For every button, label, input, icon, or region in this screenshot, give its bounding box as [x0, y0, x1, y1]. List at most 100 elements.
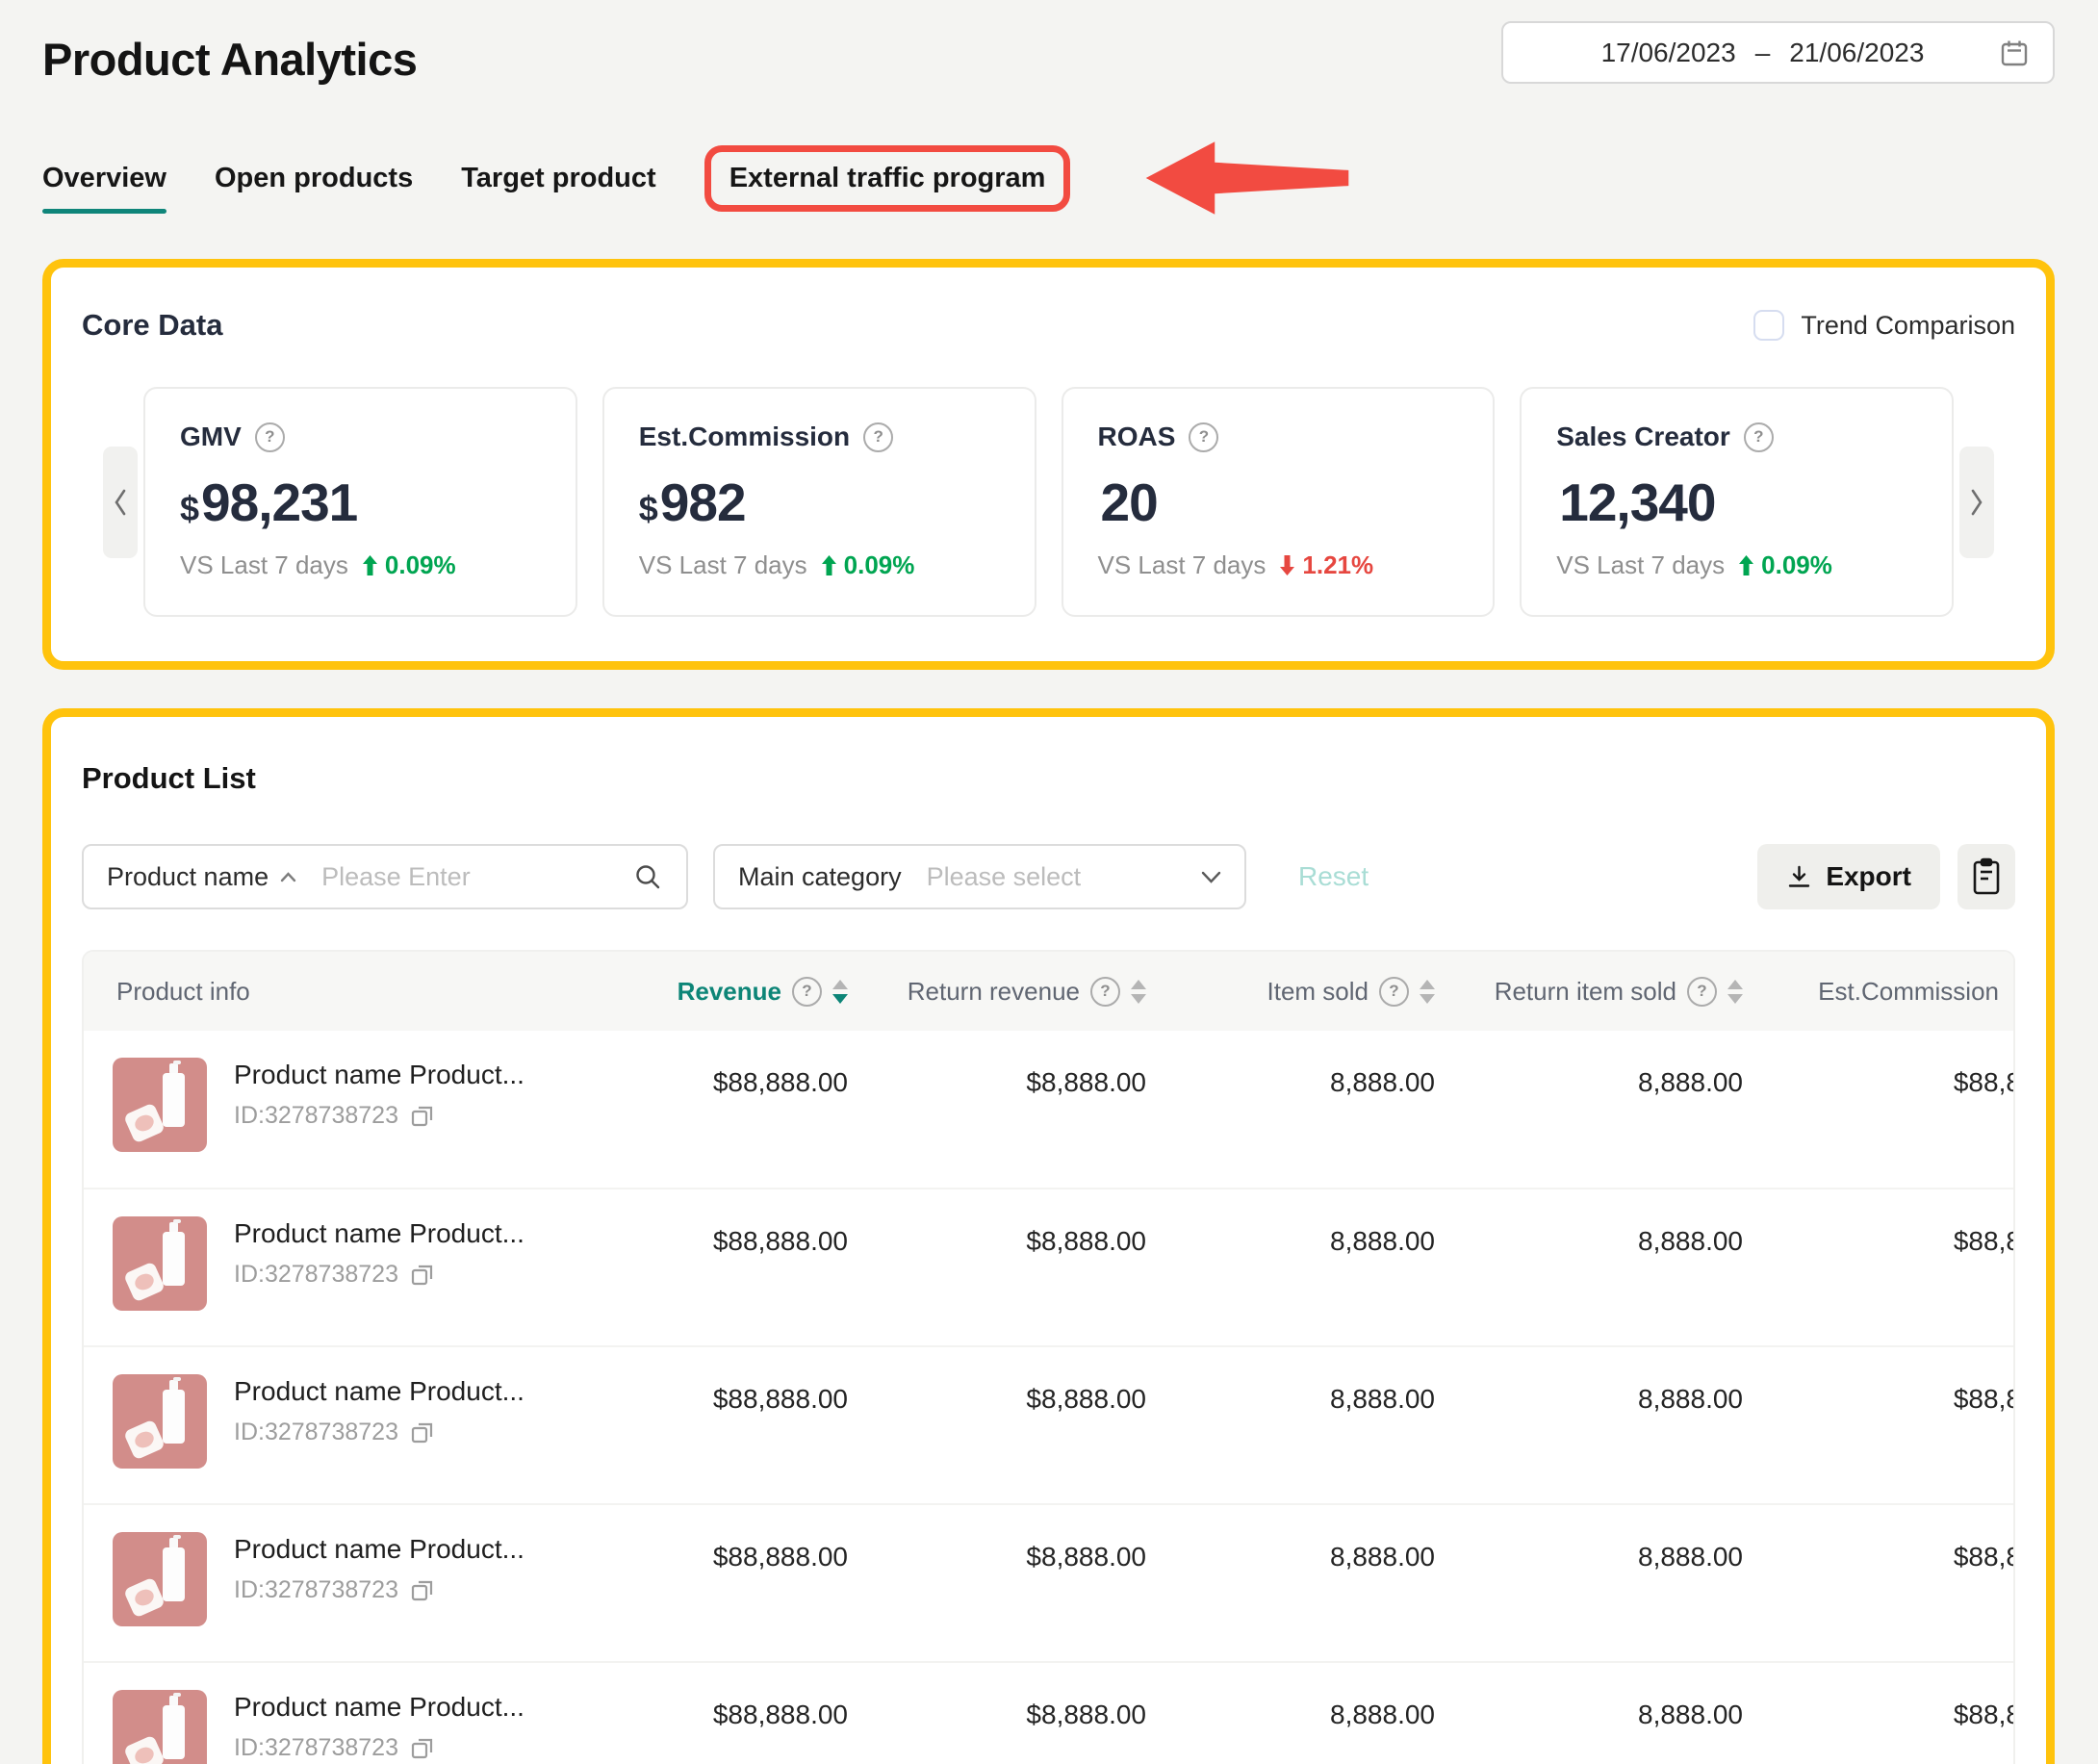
main-category-select[interactable]: Main category Please select — [713, 844, 1246, 909]
help-icon[interactable]: ? — [1090, 976, 1120, 1007]
product-id: ID:3278738723 — [234, 1102, 398, 1129]
product-thumbnail[interactable] — [113, 1532, 207, 1626]
help-icon[interactable]: ? — [1743, 422, 1774, 452]
return-item-sold-cell: 8,888.00 — [1638, 1700, 1743, 1729]
product-id: ID:3278738723 — [234, 1734, 398, 1761]
return-item-sold-cell: 8,888.00 — [1638, 1226, 1743, 1256]
compare-label: VS Last 7 days — [1097, 550, 1266, 579]
sort-toggle[interactable] — [1727, 979, 1743, 1004]
clipboard-button[interactable] — [1957, 844, 2015, 909]
product-table: Product info Revenue ? Return revenue — [82, 950, 2015, 1764]
product-thumbnail[interactable] — [113, 1058, 207, 1152]
return-revenue-cell: $8,888.00 — [1026, 1226, 1146, 1256]
core-data-title: Core Data — [82, 308, 223, 342]
copy-icon[interactable] — [410, 1578, 435, 1603]
help-icon[interactable]: ? — [1189, 422, 1219, 452]
product-name[interactable]: Product name Product... — [234, 1534, 524, 1564]
item-sold-cell: 8,888.00 — [1330, 1542, 1435, 1572]
compare-label: VS Last 7 days — [180, 550, 348, 579]
help-icon[interactable]: ? — [792, 976, 822, 1007]
sort-toggle[interactable] — [1131, 979, 1146, 1004]
chevron-down-icon — [1201, 871, 1221, 883]
product-list-title: Product List — [82, 761, 256, 795]
est-commission-cell: $88,888.00 — [1953, 1384, 2015, 1414]
up-arrow-icon — [1739, 555, 1754, 575]
column-revenue: Revenue ? — [584, 952, 873, 1031]
clipboard-icon — [1973, 857, 2000, 895]
carousel-prev-button[interactable] — [103, 446, 138, 558]
revenue-cell: $88,888.00 — [712, 1542, 848, 1572]
core-data-panel: Core Data Trend Comparison GMV ? $98,231 — [42, 259, 2055, 670]
calendar-icon[interactable] — [1999, 38, 2030, 68]
product-id: ID:3278738723 — [234, 1576, 398, 1603]
copy-icon[interactable] — [410, 1420, 435, 1445]
tab-external-traffic-program[interactable]: External traffic program — [729, 162, 1046, 193]
category-placeholder: Please select — [926, 861, 1082, 891]
product-name[interactable]: Product name Product... — [234, 1218, 524, 1248]
export-button[interactable]: Export — [1757, 844, 1940, 909]
table-row: Product name Product... ID:3278738723 $8… — [84, 1504, 2013, 1662]
table-row: Product name Product... ID:3278738723 $8… — [84, 1189, 2013, 1346]
column-item-sold: Item sold ? — [1171, 952, 1460, 1031]
copy-icon[interactable] — [410, 1263, 435, 1288]
sort-toggle[interactable] — [832, 979, 848, 1004]
product-thumbnail[interactable] — [113, 1374, 207, 1469]
metric-value: $982 — [638, 473, 747, 532]
revenue-cell: $88,888.00 — [712, 1700, 848, 1729]
metric-card-roas: ROAS ? 20 VS Last 7 days 1.21% — [1061, 387, 1496, 617]
up-arrow-icon — [821, 555, 836, 575]
date-end: 21/06/2023 — [1789, 37, 1925, 67]
compare-label: VS Last 7 days — [1556, 550, 1726, 579]
product-thumbnail[interactable] — [113, 1216, 207, 1311]
tab-open-products[interactable]: Open products — [214, 162, 414, 193]
annotation-arrow-icon — [1143, 136, 1351, 220]
copy-icon[interactable] — [410, 1104, 435, 1129]
metric-cards-carousel: GMV ? $98,231 VS Last 7 days 0.09% — [82, 387, 2015, 617]
column-est-commission: Est.Commission — [1768, 952, 2013, 1031]
help-icon[interactable]: ? — [863, 422, 894, 452]
product-name[interactable]: Product name Product... — [234, 1692, 524, 1722]
help-icon[interactable]: ? — [1687, 976, 1717, 1007]
date-start: 17/06/2023 — [1600, 37, 1736, 67]
revenue-cell: $88,888.00 — [712, 1226, 848, 1256]
product-id: ID:3278738723 — [234, 1419, 398, 1445]
up-arrow-icon — [362, 555, 377, 575]
search-icon[interactable] — [632, 861, 663, 892]
help-icon[interactable]: ? — [254, 422, 285, 452]
metric-card-est-commission: Est.Commission ? $982 VS Last 7 days 0.0… — [601, 387, 1036, 617]
item-sold-cell: 8,888.00 — [1330, 1700, 1435, 1729]
chevron-up-icon — [280, 871, 296, 882]
metric-value: $98,231 — [180, 473, 358, 532]
date-range-picker[interactable]: 17/06/2023 – 21/06/2023 — [1501, 21, 2055, 84]
product-search-input[interactable]: Product name Please Enter — [82, 844, 688, 909]
metric-card-gmv: GMV ? $98,231 VS Last 7 days 0.09% — [143, 387, 577, 617]
product-list-panel: Product List Product name Please Enter M… — [42, 708, 2055, 1764]
column-return-item-sold: Return item sold ? — [1460, 952, 1768, 1031]
copy-icon[interactable] — [410, 1736, 435, 1761]
page-title: Product Analytics — [42, 34, 418, 85]
tab-target-product[interactable]: Target product — [461, 162, 656, 193]
carousel-next-button[interactable] — [1959, 446, 1994, 558]
sort-toggle[interactable] — [1420, 979, 1435, 1004]
reset-button[interactable]: Reset — [1298, 861, 1369, 891]
return-item-sold-cell: 8,888.00 — [1638, 1067, 1743, 1097]
metric-value: 12,340 — [1559, 473, 1716, 532]
product-name[interactable]: Product name Product... — [234, 1060, 524, 1089]
down-arrow-icon — [1280, 555, 1295, 575]
item-sold-cell: 8,888.00 — [1330, 1226, 1435, 1256]
trend-comparison-checkbox[interactable] — [1753, 310, 1785, 341]
return-revenue-cell: $8,888.00 — [1026, 1067, 1146, 1097]
product-thumbnail[interactable] — [113, 1690, 207, 1764]
metric-label: Est.Commission — [638, 422, 851, 451]
help-icon[interactable]: ? — [1379, 976, 1409, 1007]
tab-overview[interactable]: Overview — [42, 162, 166, 214]
search-field-selector[interactable]: Product name — [107, 862, 296, 892]
search-placeholder: Please Enter — [321, 861, 471, 891]
return-revenue-cell: $8,888.00 — [1026, 1700, 1146, 1729]
trend-comparison-label: Trend Comparison — [1801, 310, 2015, 340]
filter-bar: Product name Please Enter Main category … — [82, 844, 2015, 909]
table-row: Product name Product... ID:3278738723 $8… — [84, 1346, 2015, 1504]
metric-label: Sales Creator — [1556, 422, 1730, 451]
product-name[interactable]: Product name Product... — [234, 1376, 524, 1406]
